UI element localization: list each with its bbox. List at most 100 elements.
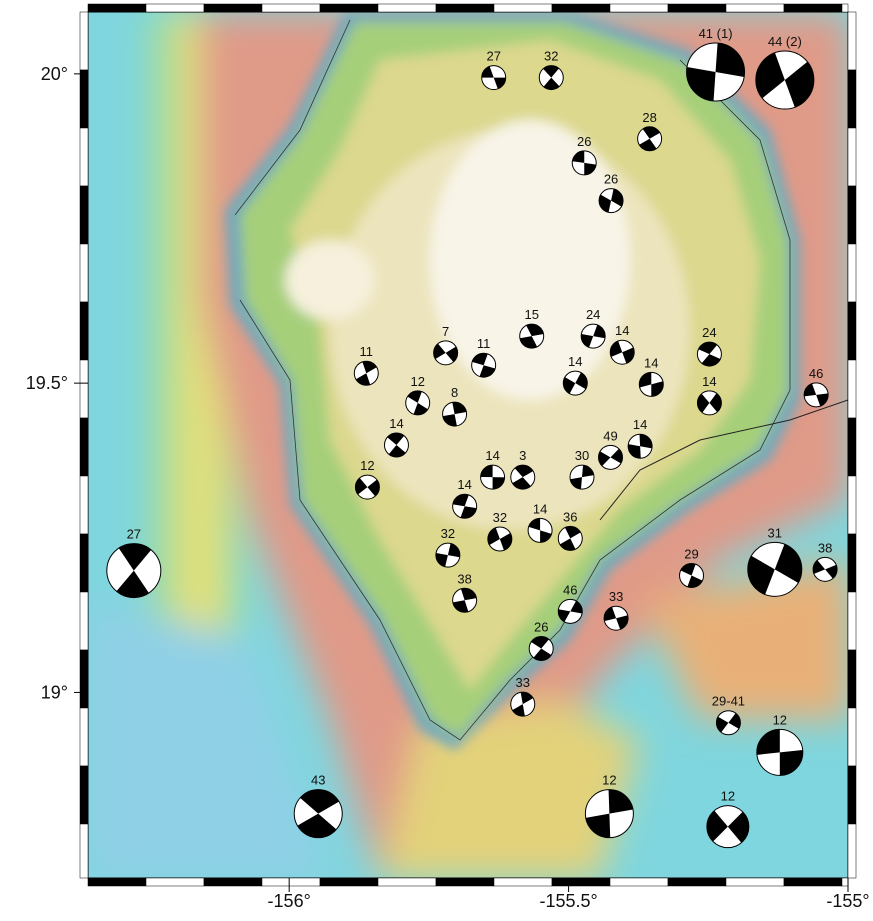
event-label: 12: [410, 374, 424, 389]
focal-mechanism: [453, 588, 477, 612]
border-segment: [204, 4, 262, 12]
focal-mechanism: [529, 637, 553, 661]
border-segment: [80, 186, 88, 244]
y-tick-label: 19.5°: [26, 373, 68, 393]
focal-mechanism: [355, 475, 379, 499]
event-label: 12: [602, 773, 616, 788]
event-label: 46: [563, 582, 577, 597]
focal-mechanism: [748, 542, 802, 596]
event-label: 27: [127, 527, 141, 542]
focal-mechanism: [563, 371, 587, 395]
focal-mechanism: [558, 599, 582, 623]
event-label: 28: [642, 110, 656, 125]
border-segment: [146, 4, 204, 12]
focal-mechanism: [757, 729, 803, 775]
border-segment: [848, 708, 856, 766]
focal-mechanism: [604, 606, 628, 630]
border-segment: [88, 878, 146, 886]
event-label: 14: [457, 477, 471, 492]
border-segment: [262, 878, 320, 886]
border-segment: [552, 4, 610, 12]
event-label: 33: [609, 589, 623, 604]
focal-mechanism: [436, 543, 460, 567]
event-label: 15: [524, 307, 538, 322]
focal-mechanism: [599, 445, 623, 469]
border-segment: [262, 4, 320, 12]
focal-mechanism: [488, 527, 512, 551]
event-label: 14: [615, 323, 629, 338]
border-segment: [80, 360, 88, 418]
border-segment: [848, 418, 856, 476]
border-segment: [436, 4, 494, 12]
event-label: 7: [442, 324, 449, 339]
focal-mechanism: [558, 526, 582, 550]
border-segment: [848, 360, 856, 418]
event-label: 14: [644, 355, 658, 370]
event-label: 24: [586, 307, 600, 322]
focal-mechanism: [707, 806, 749, 848]
focal-mechanism: [585, 790, 633, 838]
border-segment: [88, 4, 146, 12]
y-tick-label: 20°: [41, 64, 68, 84]
border-segment: [848, 12, 856, 70]
border-segment: [848, 824, 856, 878]
focal-mechanism: [107, 544, 161, 598]
event-label: 36: [563, 509, 577, 524]
focal-mechanism: [804, 383, 828, 407]
focal-mechanism: [453, 494, 477, 518]
event-label: 14: [485, 448, 499, 463]
x-tick-label: -155°: [826, 891, 869, 911]
border-segment: [552, 878, 610, 886]
border-segment: [848, 128, 856, 186]
event-label: 32: [493, 510, 507, 525]
event-label: 14: [633, 417, 647, 432]
event-label: 32: [544, 49, 558, 64]
focal-mechanism: [680, 564, 704, 588]
border-segment: [726, 4, 784, 12]
event-label: 3: [519, 448, 526, 463]
border-segment: [378, 878, 436, 886]
event-label: 29-41: [712, 694, 745, 709]
border-segment: [668, 878, 726, 886]
border-segment: [378, 4, 436, 12]
event-label: 12: [360, 458, 374, 473]
border-segment: [80, 128, 88, 186]
relief: [88, 12, 850, 880]
focal-mechanism: [599, 189, 623, 213]
event-label: 8: [451, 385, 458, 400]
event-label: 26: [604, 172, 618, 187]
event-label: 38: [818, 540, 832, 555]
border-segment: [436, 878, 494, 886]
focal-mechanism: [528, 518, 552, 542]
focal-mechanism: [687, 43, 745, 101]
border-segment: [80, 244, 88, 302]
focal-mechanism: [472, 353, 496, 377]
event-label: 26: [534, 620, 548, 635]
event-label: 44 (2): [768, 34, 802, 49]
border-segment: [668, 4, 726, 12]
focal-mechanism: [813, 557, 837, 581]
border-segment: [848, 476, 856, 534]
event-label: 26: [577, 134, 591, 149]
event-label: 27: [486, 49, 500, 64]
border-segment: [80, 418, 88, 476]
x-tick-label: -156°: [268, 891, 311, 911]
event-label: 38: [457, 571, 471, 586]
border-segment: [320, 4, 378, 12]
border-segment: [80, 302, 88, 360]
event-label: 11: [360, 344, 374, 359]
focal-mechanism: [638, 127, 662, 151]
focal-mechanism: [294, 790, 342, 838]
border-segment: [848, 302, 856, 360]
border-segment: [494, 878, 552, 886]
event-label: 11: [477, 336, 491, 351]
focal-mechanism: [756, 51, 814, 109]
event-label: 14: [533, 501, 547, 516]
border-segment: [848, 186, 856, 244]
event-label: 41 (1): [699, 26, 733, 41]
event-label: 49: [603, 428, 617, 443]
focal-mechanism: [384, 433, 408, 457]
border-segment: [848, 592, 856, 650]
border-segment: [80, 534, 88, 592]
focal-mechanism: [354, 361, 378, 385]
